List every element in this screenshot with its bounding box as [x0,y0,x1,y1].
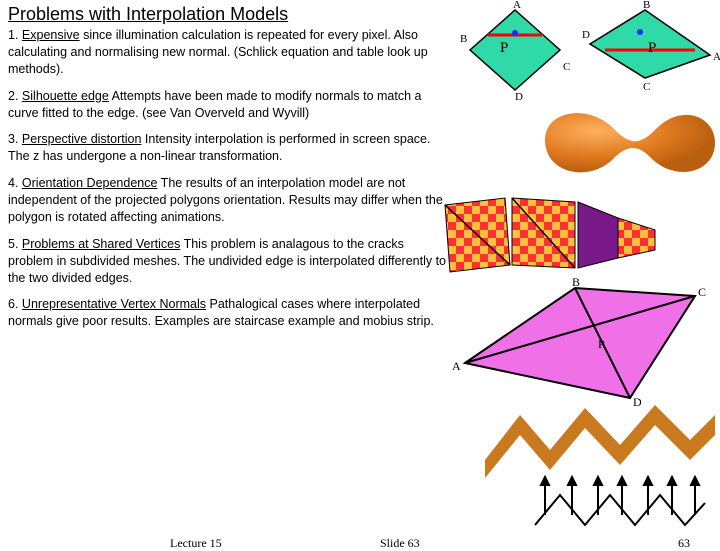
svg-text:A: A [513,0,521,11]
label-p: P [500,40,508,56]
text-column: 1. Expensive since illumination calculat… [0,27,460,340]
checker-cube-figure [440,190,660,280]
keyword: Silhouette edge [22,89,109,103]
footer-lecture: Lecture 15 [170,536,222,551]
svg-text:C: C [698,285,706,299]
item-num: 6. [8,297,18,311]
item-num: 1. [8,28,18,42]
diamond-figure: A B C D P B D A C P [460,0,720,100]
blob-figure [520,95,720,185]
keyword: Orientation Dependence [22,176,158,190]
list-item: 2. Silhouette edge Attempts have been ma… [8,88,452,122]
keyword: Unrepresentative Vertex Normals [22,297,206,311]
svg-text:D: D [582,29,590,41]
item-num: 3. [8,132,18,146]
list-item: 6. Unrepresentative Vertex Normals Patha… [8,296,452,330]
keyword: Problems at Shared Vertices [22,237,180,251]
list-item: 4. Orientation Dependence The results of… [8,175,452,226]
arrows-figure [530,475,710,530]
svg-text:C: C [643,81,650,93]
polygon-figure: A B C D P [430,278,720,408]
svg-text:B: B [572,278,580,289]
list-item: 5. Problems at Shared Vertices This prob… [8,236,452,287]
svg-text:B: B [460,33,467,45]
keyword: Expensive [22,28,80,42]
keyword: Perspective distortion [22,132,142,146]
footer-page: 63 [678,536,690,551]
footer-slide: Slide 63 [380,536,420,551]
svg-text:A: A [713,51,720,63]
svg-text:B: B [643,0,650,11]
figure-column: A B C D P B D A C P [460,0,720,520]
item-num: 5. [8,237,18,251]
list-item: 1. Expensive since illumination calculat… [8,27,452,78]
svg-text:P: P [598,337,605,351]
item-num: 4. [8,176,18,190]
svg-text:C: C [563,61,570,73]
zigzag-figure [480,400,720,480]
label-p: P [648,40,656,56]
svg-text:A: A [452,359,461,373]
list-item: 3. Perspective distortion Intensity inte… [8,131,452,165]
item-num: 2. [8,89,18,103]
